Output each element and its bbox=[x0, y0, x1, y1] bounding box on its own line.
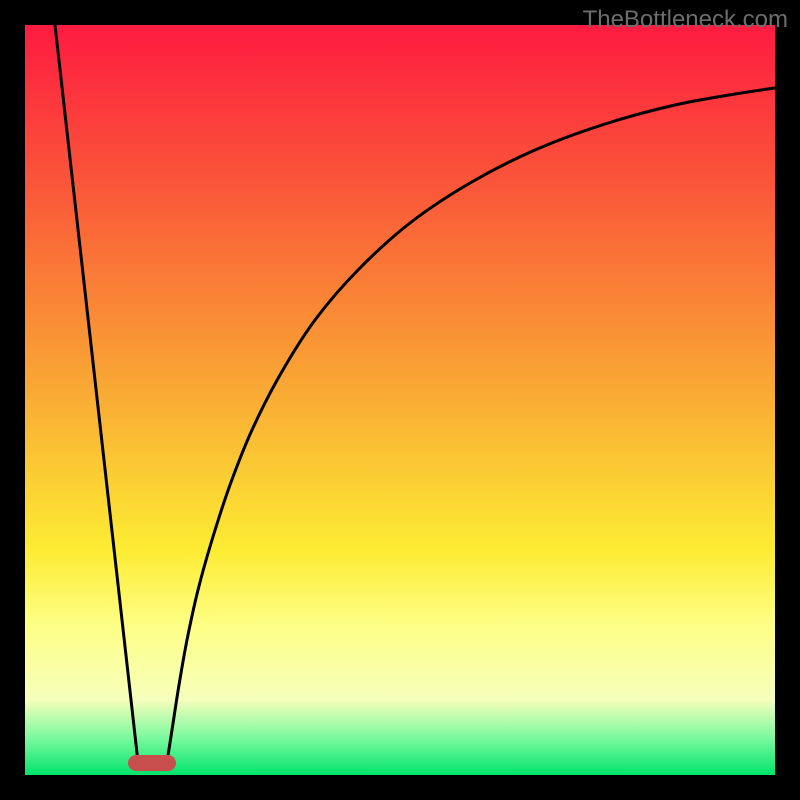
chart-background bbox=[25, 25, 775, 775]
bottom-marker bbox=[128, 755, 176, 771]
chart-container: TheBottleneck.com bbox=[0, 0, 800, 800]
watermark-text: TheBottleneck.com bbox=[583, 6, 788, 34]
bottleneck-chart bbox=[0, 0, 800, 800]
